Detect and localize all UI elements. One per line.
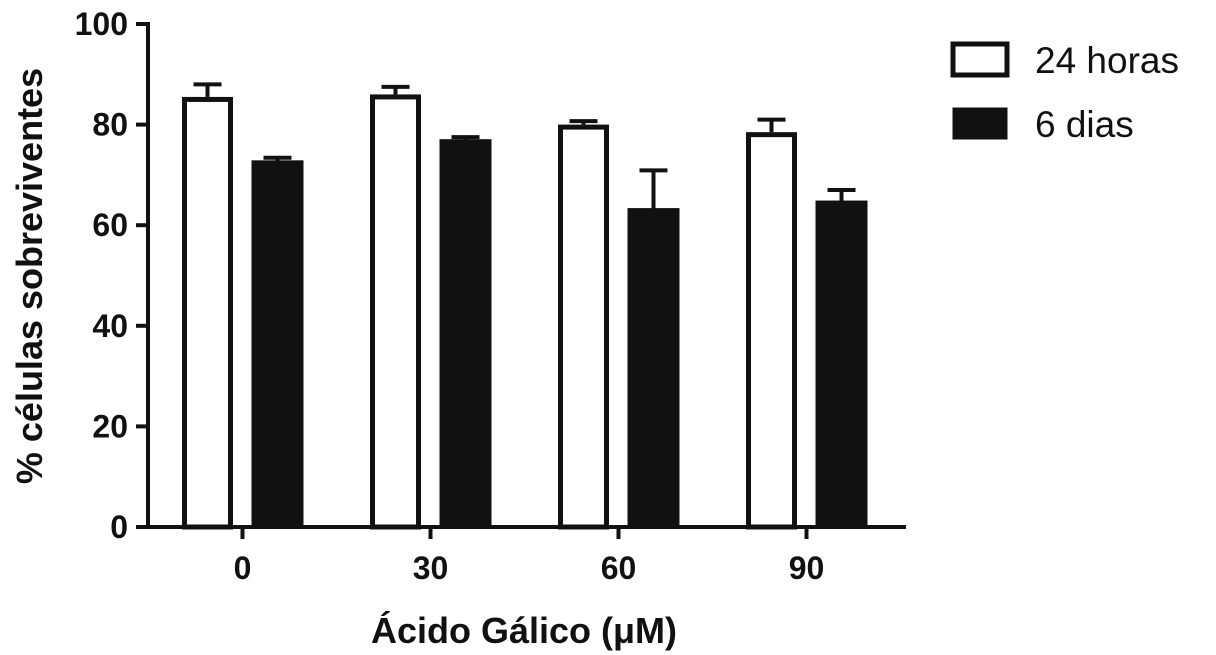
x-tick-label: 90 xyxy=(789,550,825,586)
legend: 24 horas 6 dias xyxy=(950,40,1179,145)
bar-6-dias-0 xyxy=(251,160,304,528)
x-axis-title: Ácido Gálico (μM) xyxy=(371,610,677,651)
bar-6-dias-90 xyxy=(815,200,868,528)
axes-layer xyxy=(146,22,906,529)
x-tick-label: 60 xyxy=(601,550,637,586)
bars-layer xyxy=(182,82,868,530)
y-tick-label: 0 xyxy=(110,509,128,545)
y-tick-label: 60 xyxy=(92,207,128,243)
legend-label: 6 dias xyxy=(1035,104,1134,145)
x-tick-label: 0 xyxy=(234,550,252,586)
bar-24-horas-30 xyxy=(370,94,421,530)
bar-24-horas-90 xyxy=(746,132,797,530)
x-tick-label: 30 xyxy=(413,550,449,586)
y-tick-label: 100 xyxy=(75,6,128,42)
y-tick-label: 40 xyxy=(92,308,128,344)
y-tick-label: 20 xyxy=(92,408,128,444)
y-tick-label: 80 xyxy=(92,107,128,143)
legend-swatch xyxy=(952,107,1008,140)
legend-swatch xyxy=(950,41,1010,78)
y-ticks: 0 20 40 60 80 100 xyxy=(75,6,148,545)
y-axis-title: % células sobreviventes xyxy=(9,68,50,484)
legend-label: 24 horas xyxy=(1035,40,1179,81)
bar-24-horas-0 xyxy=(182,96,233,530)
bar-6-dias-30 xyxy=(439,139,492,528)
x-ticks: 0 30 60 90 xyxy=(234,527,825,586)
bar-24-horas-60 xyxy=(558,124,609,530)
bar-6-dias-60 xyxy=(627,208,680,528)
